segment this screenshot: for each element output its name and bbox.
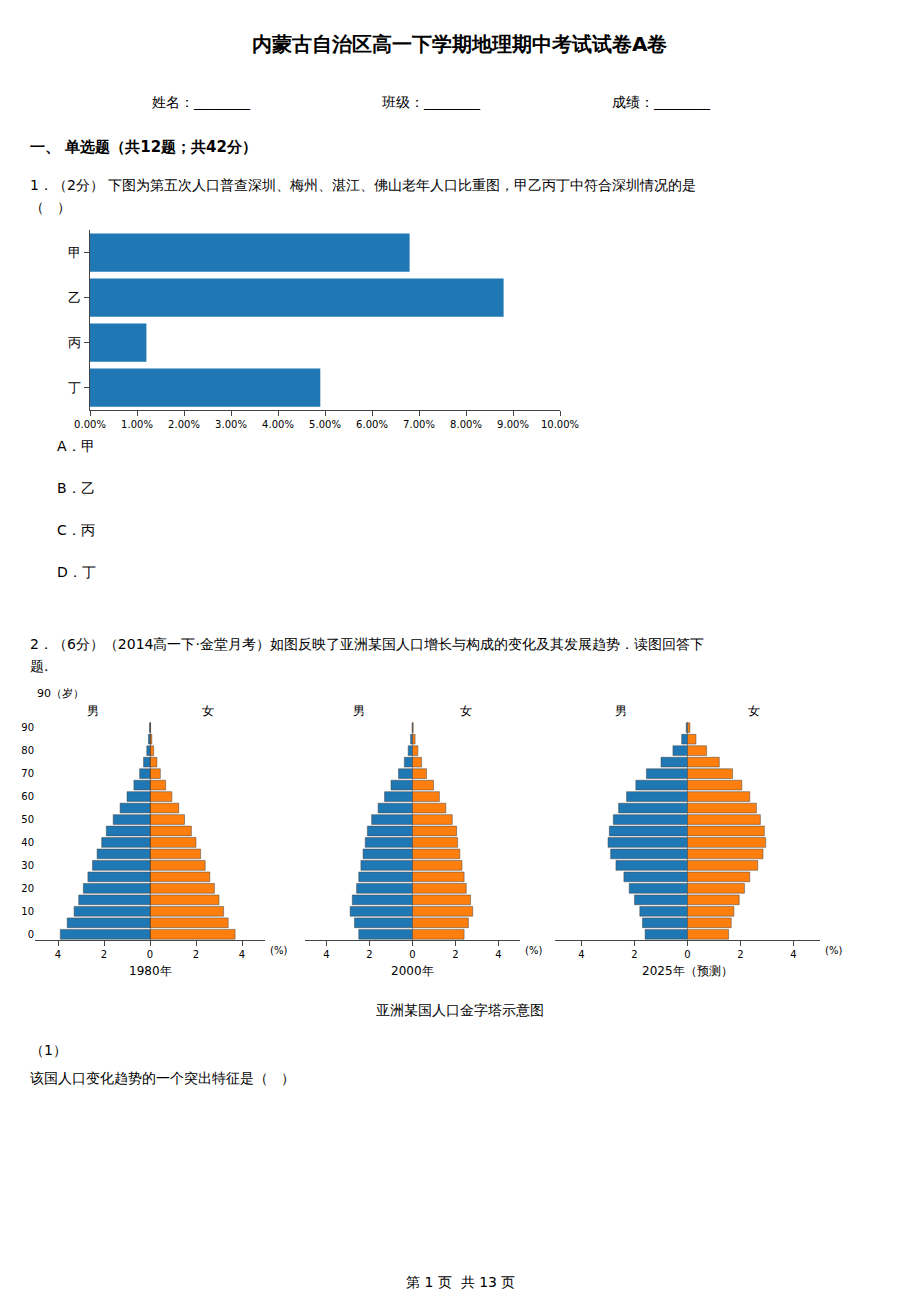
svg-text:2: 2 [366,949,372,960]
svg-text:40: 40 [21,837,34,848]
svg-text:女: 女 [202,704,214,718]
svg-text:9.00%: 9.00% [497,419,529,430]
svg-text:0: 0 [28,929,34,940]
svg-text:2000年: 2000年 [391,964,434,978]
svg-text:A．甲: A．甲 [57,438,95,454]
svg-text:4.00%: 4.00% [262,419,294,430]
svg-text:4: 4 [578,949,584,960]
svg-text:4: 4 [323,949,329,960]
svg-text:2: 2 [193,949,199,960]
svg-text:4: 4 [239,949,245,960]
svg-text:0: 0 [409,949,415,960]
svg-text:80: 80 [21,745,34,756]
svg-text:丁: 丁 [68,380,81,395]
svg-text:7.00%: 7.00% [403,419,435,430]
svg-text:女: 女 [748,704,760,718]
svg-text:内蒙古自治区高一下学期地理期中考试试卷A卷: 内蒙古自治区高一下学期地理期中考试试卷A卷 [252,32,667,56]
svg-text:题.: 题. [30,658,48,674]
svg-text:10: 10 [21,906,34,917]
svg-text:0: 0 [684,949,690,960]
svg-text:男: 男 [87,704,99,718]
svg-text:男: 男 [353,704,365,718]
svg-text:20: 20 [21,883,34,894]
svg-text:姓名：________: 姓名：________ [152,94,251,110]
svg-text:D．丁: D．丁 [57,564,96,580]
svg-text:6.00%: 6.00% [356,419,388,430]
svg-text:0.00%: 0.00% [74,419,106,430]
svg-text:2: 2 [631,949,637,960]
svg-text:5.00%: 5.00% [309,419,341,430]
svg-text:一、 单选题（共12题；共42分）: 一、 单选题（共12题；共42分） [30,138,257,156]
svg-text:B．乙: B．乙 [57,480,95,496]
svg-text:10.00%: 10.00% [541,419,579,430]
svg-text:丙: 丙 [68,335,81,350]
svg-text:(%): (%) [270,945,287,956]
svg-text:亚洲某国人口金字塔示意图: 亚洲某国人口金字塔示意图 [376,1002,544,1018]
svg-text:甲: 甲 [68,245,81,260]
svg-text:4: 4 [790,949,796,960]
svg-text:4: 4 [495,949,501,960]
svg-text:C．丙: C．丙 [57,522,95,538]
svg-text:2.00%: 2.00% [168,419,200,430]
svg-text:4: 4 [55,949,61,960]
svg-text:0: 0 [147,949,153,960]
svg-text:70: 70 [21,768,34,779]
svg-text:班级：________: 班级：________ [382,94,481,110]
svg-text:1．（2分） 下图为第五次人口普查深圳、梅州、湛江、佛山老年: 1．（2分） 下图为第五次人口普查深圳、梅州、湛江、佛山老年人口比重图，甲乙丙丁… [30,177,696,193]
svg-text:50: 50 [21,814,34,825]
svg-text:30: 30 [21,860,34,871]
svg-text:3.00%: 3.00% [215,419,247,430]
svg-text:男: 男 [615,704,627,718]
svg-text:2: 2 [101,949,107,960]
svg-text:第 1 页 共 13 页: 第 1 页 共 13 页 [406,1274,515,1290]
svg-text:1.00%: 1.00% [121,419,153,430]
svg-text:2025年（预测）: 2025年（预测） [642,964,733,978]
svg-text:60: 60 [21,791,34,802]
svg-text:2: 2 [737,949,743,960]
svg-text:1980年: 1980年 [129,964,172,978]
svg-text:2．（6分）（2014高一下·金堂月考）如图反映了亚洲某国人: 2．（6分）（2014高一下·金堂月考）如图反映了亚洲某国人口增长与构成的变化及… [30,636,704,652]
svg-text:2: 2 [452,949,458,960]
svg-text:（1）: （1） [30,1042,67,1058]
svg-text:(%): (%) [525,945,542,956]
svg-text:成绩：________: 成绩：________ [612,94,711,110]
svg-text:该国人口变化趋势的一个突出特征是（ ）: 该国人口变化趋势的一个突出特征是（ ） [30,1070,295,1086]
svg-text:8.00%: 8.00% [450,419,482,430]
svg-text:乙: 乙 [68,290,81,305]
svg-text:（ ）: （ ） [30,199,71,215]
svg-text:女: 女 [460,704,472,718]
svg-text:90（岁）: 90（岁） [37,687,84,700]
svg-text:90: 90 [21,722,34,733]
svg-text:(%): (%) [825,945,842,956]
